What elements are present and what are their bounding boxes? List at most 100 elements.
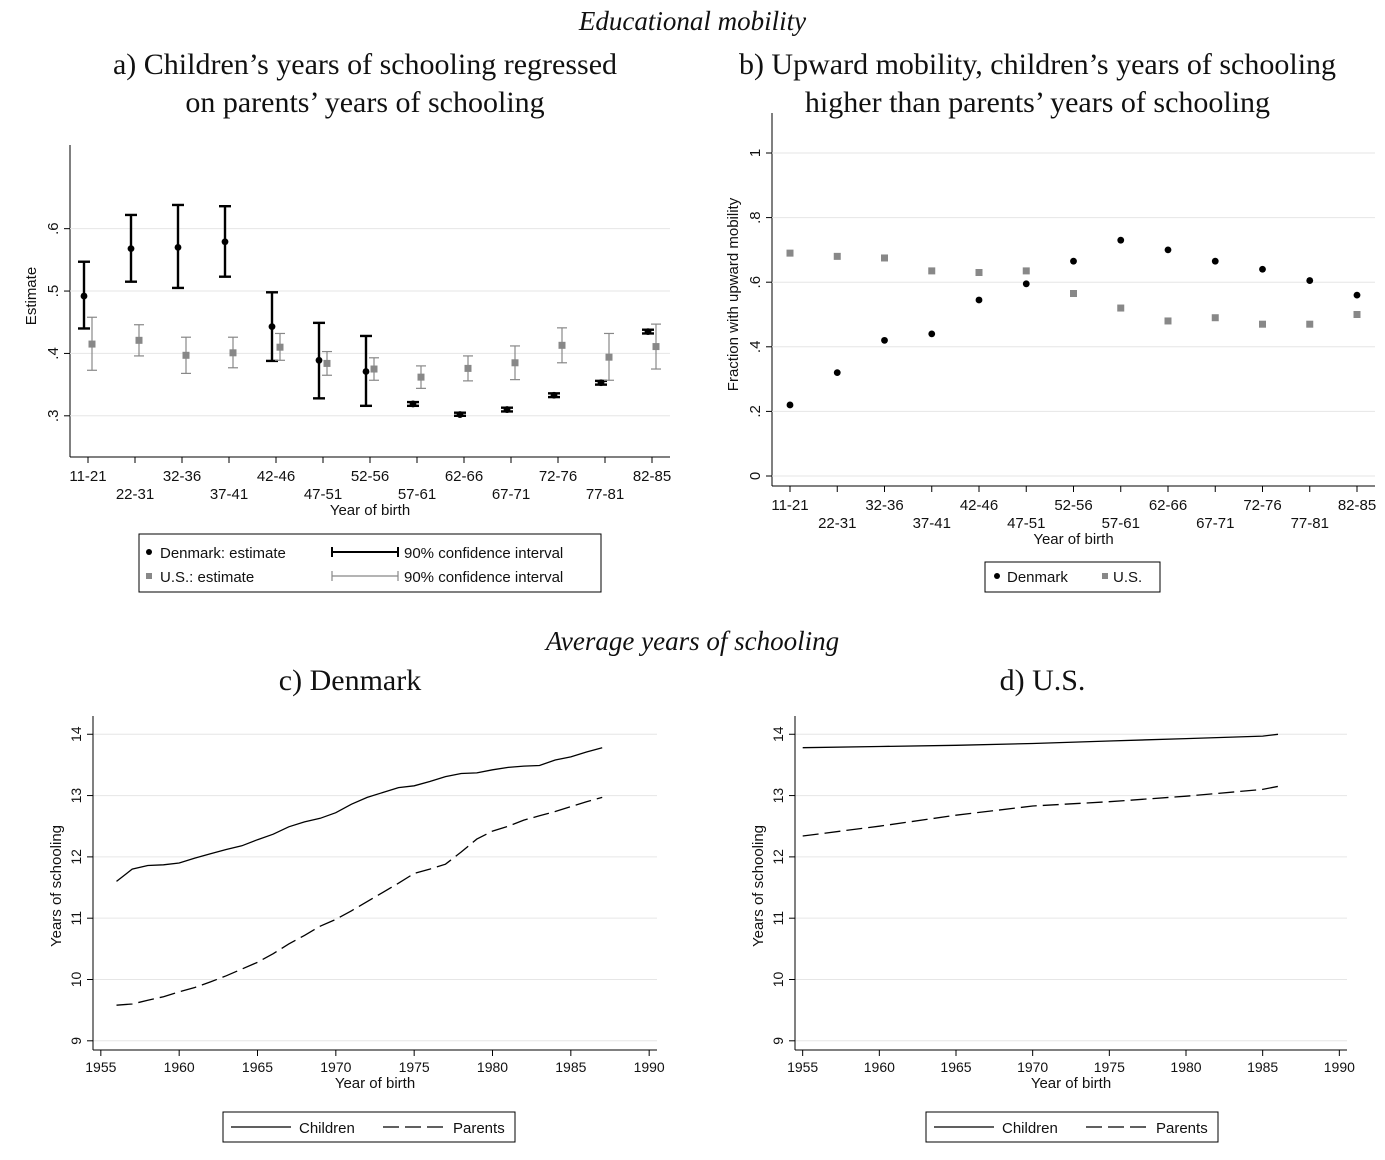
x-tick-label: 1960 [864,1059,895,1075]
x-tick-label: 57-61 [398,486,436,503]
x-tick-label: 1955 [787,1059,818,1075]
x-tick-label: 77-81 [1291,515,1329,532]
y-tick-label: 13 [68,788,84,804]
point-us [323,359,331,367]
y-tick-label: .8 [747,211,764,224]
legend-label-children: Children [1002,1120,1058,1137]
y-tick-label: 11 [770,911,786,926]
series-line-children [116,747,603,882]
point-us [1117,304,1125,312]
legend-label-children: Children [299,1120,355,1137]
legend-marker-us [1102,573,1108,579]
point-us [833,252,841,260]
x-tick-label: 62-66 [445,468,483,485]
x-tick-label: 67-71 [492,486,530,503]
chart-b: 0 .2 .4 .6 .8 1 11-21 22-31 32-36 37-41 42-46 47-51… [725,113,1376,593]
y-tick-label: 0 [747,472,764,480]
x-tick-label: 77-81 [586,486,624,503]
point-denmark [833,369,841,377]
point-denmark [221,238,229,246]
point-us [786,249,794,257]
y-tick-label: 9 [68,1037,84,1045]
y-tick-label: .3 [45,410,62,423]
x-tick-label: 1965 [940,1059,971,1075]
point-us [1164,317,1172,325]
y-tick-label: .6 [747,276,764,289]
series-line-parents [802,785,1279,837]
x-axis-title: Year of birth [330,502,410,519]
x-tick-label: 1980 [1170,1059,1201,1075]
legend-marker-us [146,573,152,579]
point-denmark [928,330,936,338]
y-tick-label: 9 [770,1037,786,1045]
point-denmark [315,356,323,364]
y-tick-label: .5 [45,285,62,298]
y-tick-label: .4 [45,347,62,360]
legend-marker-denmark [994,573,1000,579]
point-us [881,254,888,262]
y-tick-label: 14 [68,726,84,742]
point-denmark [1022,280,1030,288]
point-us [1211,314,1219,322]
x-axis-title: Year of birth [1031,1075,1111,1092]
point-denmark [1070,257,1077,265]
x-tick-label: 1975 [399,1059,430,1075]
y-tick-label: 1 [747,149,764,157]
point-us [464,364,472,372]
point-us [1259,320,1266,328]
x-tick-label: 1970 [320,1059,351,1075]
y-tick-label: 11 [68,911,84,926]
y-tick-label: 10 [68,971,84,987]
x-tick-label: 62-66 [1149,497,1187,514]
x-tick-label: 1980 [477,1059,508,1075]
y-tick-label: 10 [770,971,786,987]
point-us [1022,267,1030,275]
point-us [370,365,378,373]
point-denmark [503,406,511,413]
point-us [1306,320,1314,328]
point-denmark [362,368,370,375]
point-denmark [786,401,794,409]
x-tick-label: 42-46 [257,468,295,485]
point-denmark [1259,265,1266,273]
x-tick-label: 11-21 [771,497,808,514]
panel-c-title: c) Denmark [278,664,422,697]
y-axis-title: Estimate [23,267,40,325]
x-tick-label: 37-41 [210,486,248,503]
x-tick-label: 72-76 [539,468,577,485]
series-line-parents [116,796,603,1006]
y-axis-title: Years of schooling [48,825,65,947]
legend-label-denmark-ci: 90% confidence interval [404,545,563,562]
legend-label-us: U.S. [1113,569,1142,586]
point-us [229,349,237,357]
legend-label-parents: Parents [1156,1120,1208,1137]
point-denmark [456,411,464,418]
panel-a-title: a) Children’s years of schooling regress… [0,46,730,122]
x-axis-title: Year of birth [1033,531,1113,548]
point-denmark [550,391,558,399]
legend-label-denmark: Denmark [1007,569,1068,586]
point-us [928,267,936,275]
x-tick-label: 1955 [85,1059,116,1075]
y-tick-label: .6 [45,222,62,235]
x-tick-label: 47-51 [304,486,342,503]
point-us [975,269,983,277]
x-tick-label: 37-41 [913,515,951,532]
point-denmark [1353,291,1361,299]
legend-label-denmark-estimate: Denmark: estimate [160,545,286,562]
x-tick-label: 32-36 [865,497,903,514]
point-denmark [268,323,276,331]
panel-a-title-line1: a) Children’s years of schooling regress… [112,48,618,81]
point-denmark [80,292,88,300]
section-title-educational-mobility: Educational mobility [578,6,807,36]
point-us [276,343,284,351]
point-us [135,336,143,344]
point-us [652,343,660,351]
chart-c: 9 10 11 12 13 14 1955 1960 1965 1970 1975 1980 1985 1… [48,716,665,1143]
x-tick-label: 22-31 [818,515,856,532]
point-denmark [881,336,888,344]
point-denmark [174,243,182,251]
point-us [558,341,566,349]
legend-box [138,533,602,593]
x-tick-label: 1975 [1094,1059,1125,1075]
